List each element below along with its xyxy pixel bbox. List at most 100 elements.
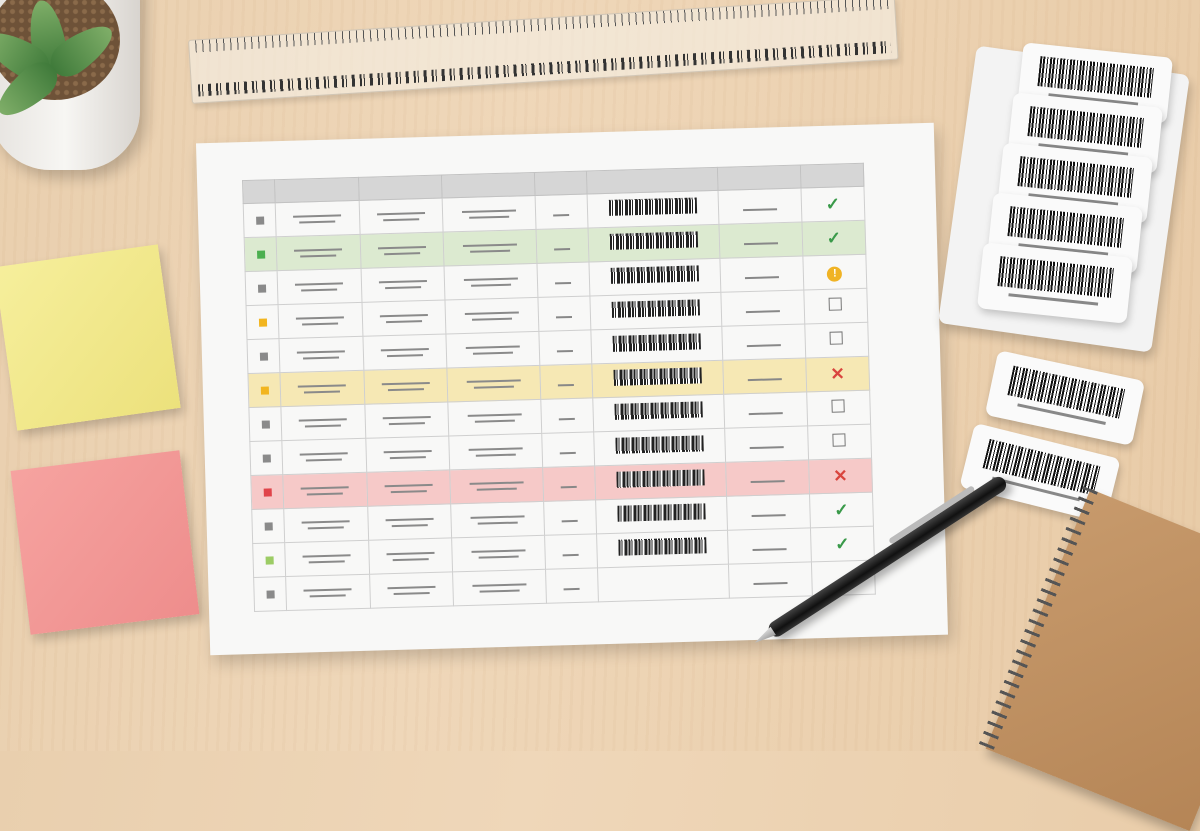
barcode	[1027, 106, 1144, 148]
warning-icon: !	[827, 265, 843, 282]
status-cell: ✓	[800, 186, 865, 223]
status-cell: ✕	[805, 356, 870, 392]
x-icon: ✕	[830, 363, 846, 384]
spreadsheet-printout: ✓ ✓! ✕ ✕ ✓ ✓	[195, 122, 949, 656]
barcode	[615, 435, 704, 454]
barcode	[1007, 206, 1124, 248]
dash	[748, 411, 783, 415]
barcode	[612, 333, 701, 352]
text-cell	[444, 263, 539, 301]
status-cell	[804, 322, 869, 358]
check-icon: ✓	[834, 533, 850, 554]
text-cell	[366, 469, 451, 507]
row-marker	[255, 216, 264, 225]
barcode	[618, 537, 707, 556]
dash	[560, 451, 577, 454]
text-cell	[279, 336, 364, 373]
row-marker	[266, 589, 275, 599]
status-cell	[806, 390, 871, 426]
row-marker	[264, 521, 273, 531]
barcode	[608, 197, 697, 216]
text-cell	[365, 435, 450, 473]
barcode	[1007, 365, 1126, 419]
dash	[753, 581, 788, 585]
pink-sticky-note	[10, 450, 200, 635]
barcode	[613, 367, 702, 386]
dash	[561, 485, 578, 488]
text-cell	[282, 472, 368, 509]
spreadsheet-table: ✓ ✓! ✕ ✕ ✓ ✓	[242, 163, 876, 612]
text-cell	[442, 195, 537, 233]
text-cell	[363, 367, 448, 405]
status-cell: ✓	[801, 220, 866, 257]
text-cell	[443, 229, 538, 267]
row-marker	[259, 351, 268, 361]
row-marker	[262, 453, 271, 463]
check-icon: ✓	[834, 499, 849, 520]
text-cell	[285, 574, 371, 611]
row-marker	[263, 487, 272, 497]
dash	[745, 309, 780, 313]
dash	[558, 383, 575, 386]
status-cell: !	[802, 254, 867, 290]
text-cell	[445, 331, 540, 368]
dash	[553, 213, 570, 216]
dash	[555, 281, 572, 284]
text-cell	[445, 297, 539, 334]
status-cell: ✓	[809, 492, 874, 528]
checkbox-icon	[828, 296, 843, 311]
dash	[749, 445, 784, 449]
dash	[556, 315, 573, 318]
text-cell	[275, 200, 360, 237]
text-cell	[368, 537, 453, 575]
text-cell	[284, 540, 370, 577]
text-cell	[278, 302, 363, 339]
text-cell	[281, 438, 367, 475]
text-cell	[277, 268, 362, 305]
plant-pot	[0, 0, 140, 170]
text-cell	[369, 571, 454, 609]
dash	[562, 519, 579, 522]
row-marker	[260, 385, 269, 395]
yellow-sticky-note	[0, 244, 181, 431]
text-cell	[361, 300, 446, 337]
text-cell	[452, 569, 547, 606]
barcode	[616, 469, 705, 488]
row-marker	[256, 250, 265, 259]
barcode	[997, 256, 1114, 298]
barcode	[617, 503, 706, 522]
row-marker	[258, 318, 267, 327]
dash	[752, 547, 787, 551]
checkbox-icon	[832, 432, 847, 447]
text-cell	[276, 234, 361, 271]
status-cell	[807, 424, 872, 460]
dash	[750, 479, 785, 483]
dash	[554, 247, 571, 250]
text-cell	[283, 506, 369, 543]
text-cell	[359, 232, 445, 269]
barcode	[1017, 156, 1134, 198]
status-cell: ✓	[810, 526, 875, 562]
text-cell	[447, 399, 542, 436]
check-icon: ✓	[826, 227, 842, 248]
dash	[559, 417, 576, 420]
barcode	[609, 231, 698, 250]
text-cell	[362, 333, 447, 371]
checkbox-icon	[831, 398, 846, 413]
text-cell	[446, 365, 541, 402]
text-cell	[451, 535, 546, 572]
text-cell	[280, 404, 366, 441]
barcode	[614, 401, 703, 420]
status-cell: ✕	[808, 458, 873, 494]
status-cell	[803, 288, 868, 324]
dash	[746, 343, 781, 347]
row-marker	[265, 555, 274, 565]
checkbox-icon	[829, 330, 844, 345]
dash	[742, 207, 777, 211]
dash	[557, 349, 574, 352]
dash	[747, 377, 782, 381]
text-cell	[367, 503, 452, 541]
dash	[562, 553, 580, 556]
row-marker	[257, 284, 266, 293]
text-cell	[449, 467, 544, 504]
